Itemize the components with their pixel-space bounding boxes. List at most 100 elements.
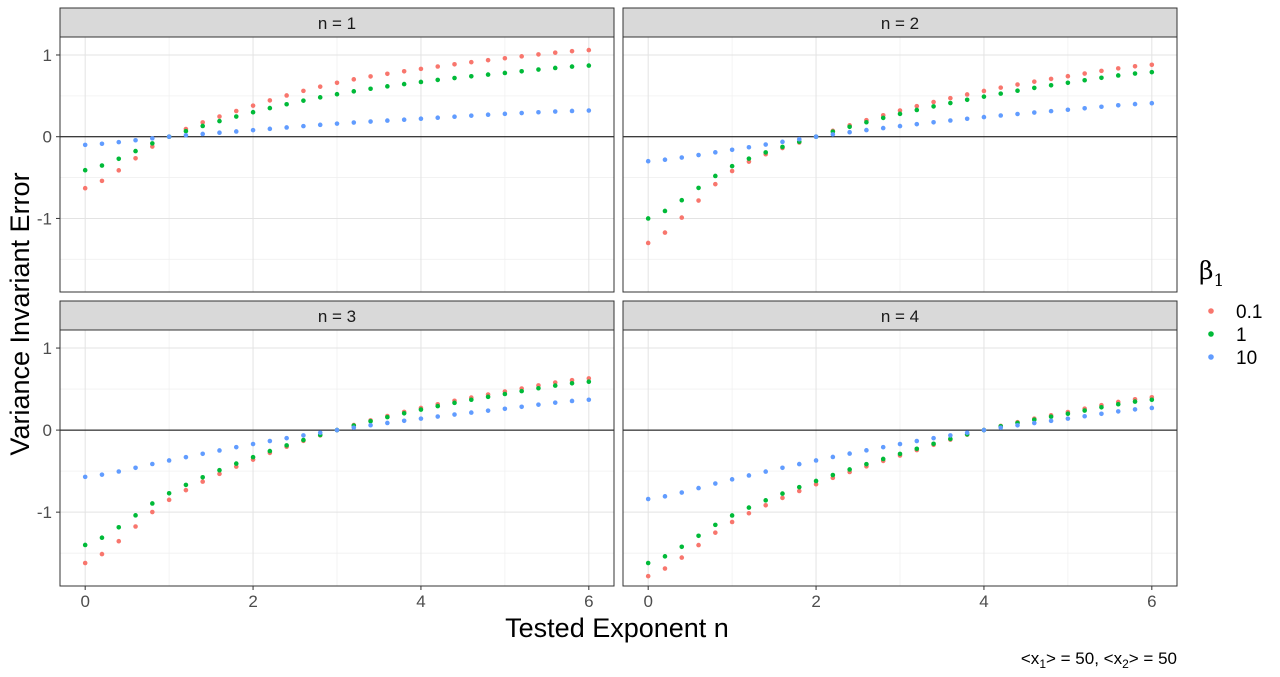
data-point (914, 103, 920, 109)
data-point (948, 100, 953, 106)
data-point (116, 524, 122, 530)
data-point (780, 139, 785, 145)
data-point (746, 473, 752, 478)
data-point (82, 185, 88, 191)
data-point (1149, 100, 1155, 106)
data-point (150, 141, 155, 146)
data-point (284, 125, 289, 130)
x-axis-title: Tested Exponent n (505, 613, 729, 643)
data-point (552, 109, 558, 114)
data-point (696, 152, 701, 158)
data-point (502, 70, 508, 76)
data-point (569, 398, 575, 404)
data-point (1015, 82, 1020, 87)
x-axis: 0 2 4 6 0 2 4 6 (80, 586, 1157, 611)
data-point (1099, 404, 1104, 410)
data-point (1115, 409, 1121, 414)
data-point (586, 47, 592, 53)
data-point (452, 61, 457, 67)
data-point (1099, 104, 1104, 110)
data-point (796, 136, 802, 142)
data-point (418, 407, 424, 412)
data-point (469, 59, 474, 65)
series-10-points (645, 100, 1155, 164)
data-point (586, 63, 592, 68)
data-point (998, 91, 1004, 96)
data-point (1015, 111, 1020, 117)
series-10-points (82, 108, 592, 148)
data-point (713, 530, 718, 535)
data-point (284, 93, 289, 98)
data-point (452, 75, 457, 81)
data-point (519, 110, 524, 116)
data-point (217, 471, 222, 477)
data-point (696, 185, 701, 191)
data-point (645, 573, 651, 579)
caption-subscript-1: 1 (1039, 657, 1046, 671)
caption-part-1: <x (1021, 649, 1040, 668)
data-point (99, 551, 105, 557)
caption-part-3: > = 50 (1129, 649, 1177, 668)
data-point (150, 136, 155, 141)
data-point (931, 104, 936, 109)
data-point (133, 156, 138, 161)
data-point (746, 505, 752, 510)
legend-key (1208, 354, 1214, 360)
data-point (662, 157, 668, 162)
data-point (133, 465, 138, 471)
data-point (813, 481, 819, 487)
data-point (233, 129, 239, 134)
data-point (998, 425, 1004, 430)
data-point (334, 80, 340, 86)
data-point (1099, 68, 1104, 74)
data-point (897, 441, 903, 447)
data-point (200, 479, 205, 484)
data-point (729, 147, 735, 153)
facet-panel: n = 3 (59, 300, 615, 587)
data-point (586, 397, 592, 403)
data-point (796, 488, 802, 494)
data-point (897, 123, 903, 129)
data-point (82, 167, 88, 173)
legend-title-symbol: β (1199, 256, 1213, 285)
data-point (502, 406, 508, 412)
data-point (1032, 417, 1037, 423)
data-point (1115, 103, 1121, 108)
data-point (334, 427, 340, 433)
data-point (284, 435, 289, 441)
data-point (200, 451, 205, 457)
data-point (645, 158, 651, 164)
data-point (418, 116, 424, 122)
data-point (964, 430, 970, 436)
data-point (729, 513, 735, 518)
data-point (729, 168, 735, 174)
data-point (536, 402, 541, 407)
data-point (569, 108, 575, 114)
caption-part-2: > = 50, <x (1046, 649, 1123, 668)
data-point (746, 510, 752, 516)
data-point (897, 111, 903, 117)
data-point (133, 524, 138, 529)
data-point (452, 400, 457, 406)
data-point (150, 461, 155, 467)
panel-border (59, 36, 615, 293)
data-point (267, 126, 273, 132)
data-point (746, 156, 752, 161)
data-point (1149, 397, 1155, 403)
data-point (830, 472, 836, 478)
data-point (200, 131, 205, 137)
data-point (485, 72, 491, 77)
data-point (780, 491, 785, 496)
data-point (183, 482, 189, 488)
legend-title: β1 (1199, 256, 1224, 291)
data-point (116, 469, 122, 474)
data-point (645, 496, 651, 502)
data-point (1132, 407, 1138, 412)
data-point (847, 129, 852, 135)
data-point (317, 84, 323, 89)
data-point (82, 142, 88, 148)
data-point (200, 123, 205, 129)
data-point (150, 144, 155, 149)
